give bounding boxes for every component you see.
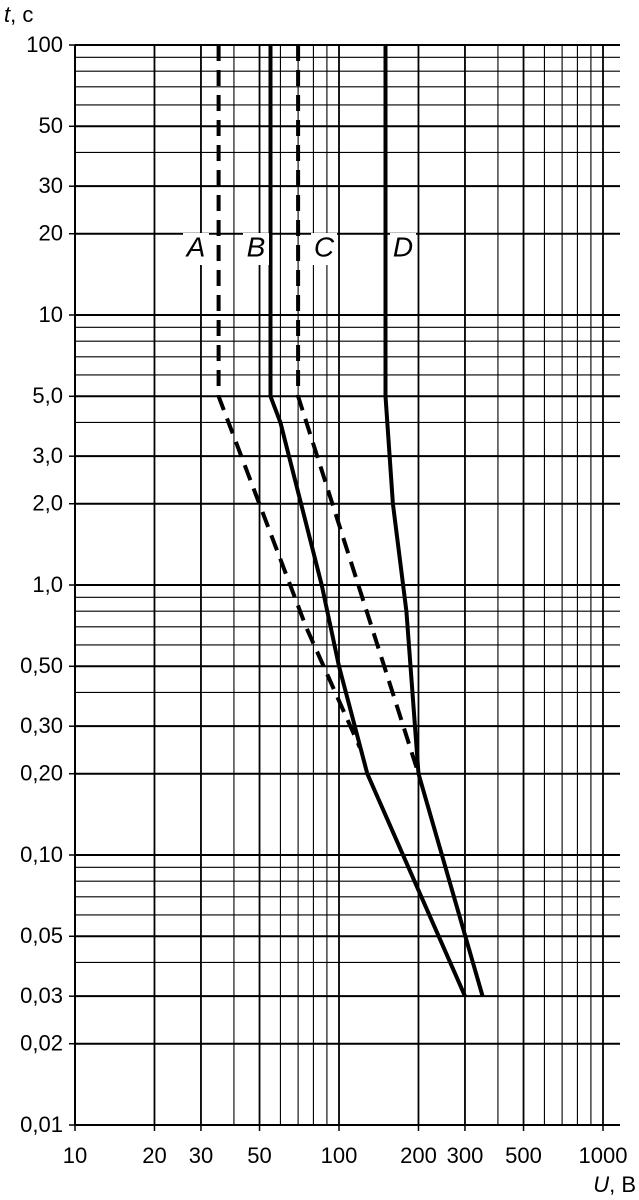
y-tick-label: 50 <box>39 113 63 138</box>
y-tick-label: 0,03 <box>20 983 63 1008</box>
x-tick-label: 200 <box>400 1143 437 1168</box>
y-tick-label: 0,20 <box>20 761 63 786</box>
y-tick-label: 0,10 <box>20 842 63 867</box>
y-tick-label: 5,0 <box>32 383 63 408</box>
x-tick-label: 20 <box>142 1143 166 1168</box>
x-label-symbol: U <box>593 1172 609 1197</box>
y-label-symbol: t <box>4 2 11 27</box>
curve-label: A <box>185 231 206 262</box>
curve-label: D <box>393 231 413 262</box>
x-axis-label: U, B <box>593 1172 636 1197</box>
curve-label: B <box>247 231 266 262</box>
curve <box>383 45 485 997</box>
y-tick-label: 0,30 <box>20 713 63 738</box>
y-axis-label: t, c <box>4 2 33 27</box>
y-tick-label: 0,01 <box>20 1112 63 1137</box>
x-tick-label: 50 <box>247 1143 271 1168</box>
x-tick-label: 10 <box>63 1143 87 1168</box>
curve-label: C <box>314 231 335 262</box>
y-tick-label: 0,05 <box>20 923 63 948</box>
x-tick-label: 1000 <box>579 1143 628 1168</box>
label-bg <box>243 233 269 265</box>
y-label-unit: , c <box>10 2 33 27</box>
x-tick-label: 30 <box>189 1143 213 1168</box>
label-bg <box>183 233 209 265</box>
y-tick-label: 3,0 <box>32 443 63 468</box>
curve <box>268 45 467 998</box>
y-tick-label: 20 <box>39 221 63 246</box>
label-bg <box>390 233 416 265</box>
y-tick-label: 30 <box>39 173 63 198</box>
y-tick-label: 0,02 <box>20 1031 63 1056</box>
y-tick-label: 0,50 <box>20 653 63 678</box>
x-label-unit: , B <box>609 1172 636 1197</box>
x-tick-label: 300 <box>447 1143 484 1168</box>
y-tick-label: 100 <box>26 32 63 57</box>
x-tick-label: 100 <box>321 1143 358 1168</box>
label-bg <box>311 233 337 265</box>
y-tick-label: 2,0 <box>32 491 63 516</box>
y-tick-label: 10 <box>39 302 63 327</box>
y-tick-label: 1,0 <box>32 572 63 597</box>
curve <box>216 45 362 749</box>
curve <box>296 45 421 775</box>
x-tick-label: 500 <box>505 1143 542 1168</box>
